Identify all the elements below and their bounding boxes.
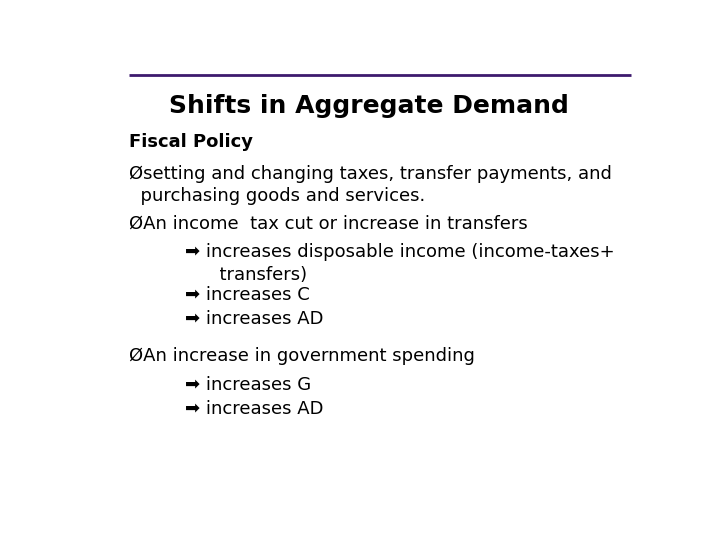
Text: ➡ increases G: ➡ increases G (185, 376, 311, 394)
Text: ➡ increases AD: ➡ increases AD (185, 400, 323, 418)
Text: Shifts in Aggregate Demand: Shifts in Aggregate Demand (169, 94, 569, 118)
Text: ØAn income  tax cut or increase in transfers: ØAn income tax cut or increase in transf… (129, 214, 528, 233)
Text: ➡ increases AD: ➡ increases AD (185, 310, 323, 328)
Text: ➡ increases C: ➡ increases C (185, 286, 310, 304)
Text: Fiscal Policy: Fiscal Policy (129, 133, 253, 151)
Text: ➡ increases disposable income (income-taxes+
      transfers): ➡ increases disposable income (income-ta… (185, 243, 614, 284)
Text: Øsetting and changing taxes, transfer payments, and
  purchasing goods and servi: Øsetting and changing taxes, transfer pa… (129, 165, 612, 206)
Text: ØAn increase in government spending: ØAn increase in government spending (129, 347, 475, 364)
